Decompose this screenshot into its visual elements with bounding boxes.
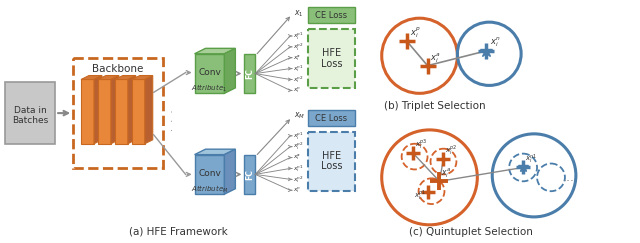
Polygon shape: [98, 76, 119, 79]
Text: $x_i^{n1}$: $x_i^{n1}$: [525, 153, 538, 166]
Text: $x_i^{n2}$: $x_i^{n2}$: [293, 74, 304, 85]
Polygon shape: [81, 79, 94, 144]
Text: $x_1$: $x_1$: [294, 8, 304, 18]
Polygon shape: [94, 76, 102, 144]
Polygon shape: [128, 76, 136, 144]
Polygon shape: [132, 79, 145, 144]
Text: Loss: Loss: [321, 59, 342, 69]
Polygon shape: [195, 54, 225, 93]
Text: HFE: HFE: [322, 48, 341, 58]
Text: $x_i^{p2}$: $x_i^{p2}$: [445, 144, 458, 157]
Text: $x_i^{p2}$: $x_i^{p2}$: [293, 141, 304, 152]
Polygon shape: [111, 76, 119, 144]
Text: $x_i^a$: $x_i^a$: [429, 52, 440, 65]
Polygon shape: [225, 149, 236, 194]
Polygon shape: [145, 76, 153, 144]
Text: FC: FC: [245, 68, 254, 79]
Text: Conv: Conv: [198, 68, 221, 77]
Text: Backbone: Backbone: [92, 64, 143, 74]
FancyBboxPatch shape: [308, 110, 355, 126]
Text: (b) Triplet Selection: (b) Triplet Selection: [384, 101, 485, 111]
Text: $x_i^n$: $x_i^n$: [490, 36, 501, 49]
Text: $x_i^a$: $x_i^a$: [442, 166, 452, 180]
Polygon shape: [195, 155, 225, 194]
Text: Conv: Conv: [198, 169, 221, 178]
Text: FC: FC: [245, 169, 254, 180]
Text: $x_i^{p2}$: $x_i^{p2}$: [293, 41, 304, 52]
Polygon shape: [115, 76, 136, 79]
Text: $x_i^{n}$: $x_i^{n}$: [293, 86, 301, 95]
Polygon shape: [195, 48, 236, 54]
Text: ·  ·  ·: · · ·: [168, 109, 178, 131]
FancyBboxPatch shape: [308, 29, 355, 88]
FancyBboxPatch shape: [244, 54, 255, 93]
Text: CE Loss: CE Loss: [316, 11, 348, 20]
Text: $x_i^{n1}$: $x_i^{n1}$: [293, 163, 304, 174]
Polygon shape: [98, 79, 111, 144]
Text: (c) Quintuplet Selection: (c) Quintuplet Selection: [410, 227, 533, 237]
Text: Data in: Data in: [14, 106, 47, 115]
Text: (a) HFE Framework: (a) HFE Framework: [129, 227, 228, 237]
Text: HFE: HFE: [322, 151, 341, 161]
Text: Loss: Loss: [321, 162, 342, 172]
FancyBboxPatch shape: [308, 132, 355, 191]
Text: $x_i^{n1}$: $x_i^{n1}$: [293, 63, 304, 74]
Text: $x_i^{n2}$: $x_i^{n2}$: [293, 174, 304, 185]
Text: $x_i^{n}$: $x_i^{n}$: [293, 185, 301, 195]
Polygon shape: [225, 48, 236, 93]
Text: $x_i^p$: $x_i^p$: [410, 26, 420, 41]
Polygon shape: [195, 149, 236, 155]
Polygon shape: [81, 76, 102, 79]
Text: $x_i^{p3}$: $x_i^{p3}$: [415, 138, 427, 151]
Text: $Attribute_M$: $Attribute_M$: [191, 184, 228, 195]
Text: $Attribute_1$: $Attribute_1$: [191, 83, 227, 94]
Text: $x_i^{p1}$: $x_i^{p1}$: [293, 130, 304, 142]
Text: ...: ...: [563, 171, 575, 184]
Polygon shape: [115, 79, 128, 144]
FancyBboxPatch shape: [308, 7, 355, 23]
FancyBboxPatch shape: [244, 155, 255, 194]
Text: $x_i^{a}$: $x_i^{a}$: [293, 153, 301, 162]
Polygon shape: [132, 76, 153, 79]
Text: Batches: Batches: [12, 115, 49, 124]
Text: $x_M$: $x_M$: [294, 111, 305, 121]
Text: $x_i^{p1}$: $x_i^{p1}$: [293, 30, 304, 42]
Text: $x_i^{p1}$: $x_i^{p1}$: [413, 188, 426, 202]
Text: $x_i^{a}$: $x_i^{a}$: [293, 53, 301, 63]
Text: CE Loss: CE Loss: [316, 113, 348, 122]
FancyBboxPatch shape: [5, 82, 55, 144]
